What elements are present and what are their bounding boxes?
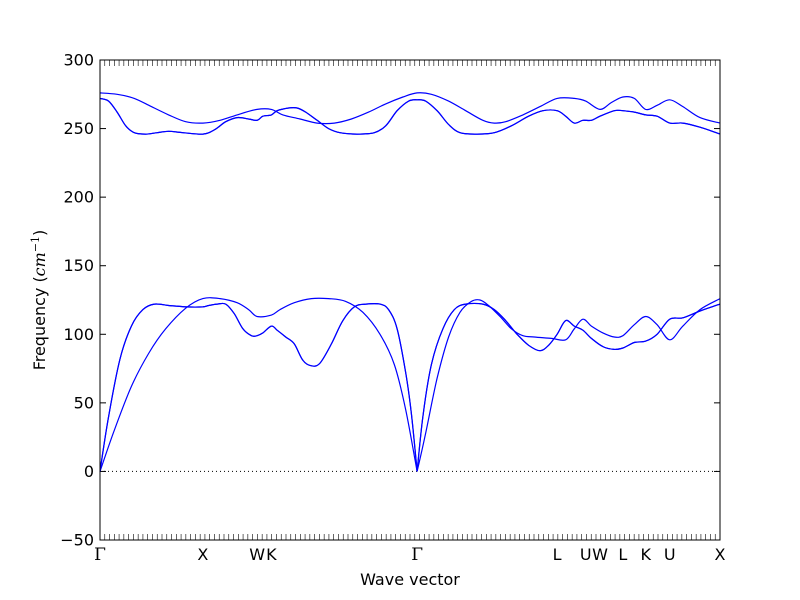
high-symmetry-label: X [715, 545, 726, 564]
y-tick-label: 250 [63, 119, 94, 138]
series-layer [99, 92, 721, 472]
y-tick-label: 50 [74, 393, 94, 412]
phonon-band-line-3 [99, 297, 418, 472]
y-tick-labels: −50 0 50 100 150 200 250 300 [60, 51, 94, 550]
phonon-band-line-3 [416, 298, 721, 472]
high-symmetry-label: K [640, 545, 651, 564]
phonon-band-line-6 [99, 92, 721, 125]
phonon-band-line-2 [416, 302, 721, 472]
y-tick-label: 150 [63, 256, 94, 275]
y-tick-label: 0 [84, 462, 94, 481]
high-symmetry-label: Γ [94, 545, 106, 565]
y-axis-title: Frequency (cm−1) [29, 230, 49, 371]
y-axis-title-close: ) [30, 230, 49, 236]
plot-frame [99, 59, 721, 541]
y-axis-title-main: Frequency ( [30, 276, 49, 370]
y-tick-label: −50 [60, 531, 94, 550]
y-tick-label: 100 [63, 325, 94, 344]
high-symmetry-label: L [618, 545, 627, 564]
x-axis-title: Wave vector [360, 570, 460, 589]
high-symmetry-label: X [197, 545, 208, 564]
phonon-band-line-2 [99, 302, 418, 472]
phonon-band-line-5 [99, 97, 721, 135]
y-tick-label: 200 [63, 188, 94, 207]
high-symmetry-label: Γ [411, 545, 423, 565]
plot-background [100, 60, 720, 540]
y-tick-label: 300 [63, 51, 94, 70]
y-axis-title-exp: −1 [29, 236, 42, 252]
ticks-layer [99, 59, 721, 541]
high-symmetry-label: K [266, 545, 277, 564]
y-axis-title-unit: cm [30, 252, 49, 276]
high-symmetry-label: U [580, 545, 592, 564]
high-symmetry-label: L [553, 545, 562, 564]
high-symmetry-label: U [664, 545, 676, 564]
high-symmetry-label: W [249, 545, 265, 564]
high-symmetry-label: W [592, 545, 608, 564]
